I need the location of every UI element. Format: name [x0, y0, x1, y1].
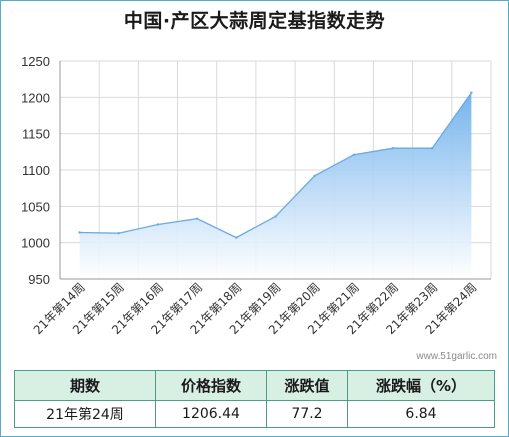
data-point [431, 147, 434, 150]
header-change-percent: 涨跌幅（%） [347, 370, 495, 401]
data-point [78, 231, 81, 234]
data-point [235, 236, 238, 239]
data-point [195, 217, 199, 220]
cell-change-percent: 6.84 [347, 400, 495, 428]
y-tick-label: 1250 [21, 54, 50, 69]
y-tick-label: 1150 [22, 127, 50, 142]
cell-price-index: 1206.44 [155, 400, 267, 428]
table-header-row: 期数 价格指数 涨跌值 涨跌幅（%） [14, 370, 495, 401]
source-watermark: www.51garlic.com [416, 351, 497, 362]
data-point [352, 153, 356, 156]
table-row: 21年第24周 1206.44 77.2 6.84 [14, 400, 495, 428]
cell-period: 21年第24周 [14, 400, 156, 428]
y-tick-label: 1050 [21, 199, 50, 214]
header-period: 期数 [14, 370, 156, 401]
header-price-index: 价格指数 [155, 370, 267, 401]
cell-change-value: 77.2 [266, 400, 348, 428]
y-tick-label: 950 [28, 272, 50, 287]
y-tick-label: 1200 [21, 90, 50, 105]
data-point [117, 232, 120, 235]
y-tick-label: 1100 [22, 163, 50, 178]
data-point [391, 147, 395, 150]
data-point [313, 174, 316, 178]
data-point [470, 91, 473, 94]
y-tick-label: 1000 [21, 236, 50, 251]
data-point [274, 215, 277, 218]
summary-table: 期数 价格指数 涨跌值 涨跌幅（%） 21年第24周 1206.44 77.2 … [14, 370, 495, 428]
chart-title: 中国·产区大蒜周定基指数走势 [123, 10, 386, 32]
data-point [156, 223, 160, 226]
header-change-value: 涨跌值 [266, 370, 348, 401]
series-area-fill [79, 92, 472, 279]
